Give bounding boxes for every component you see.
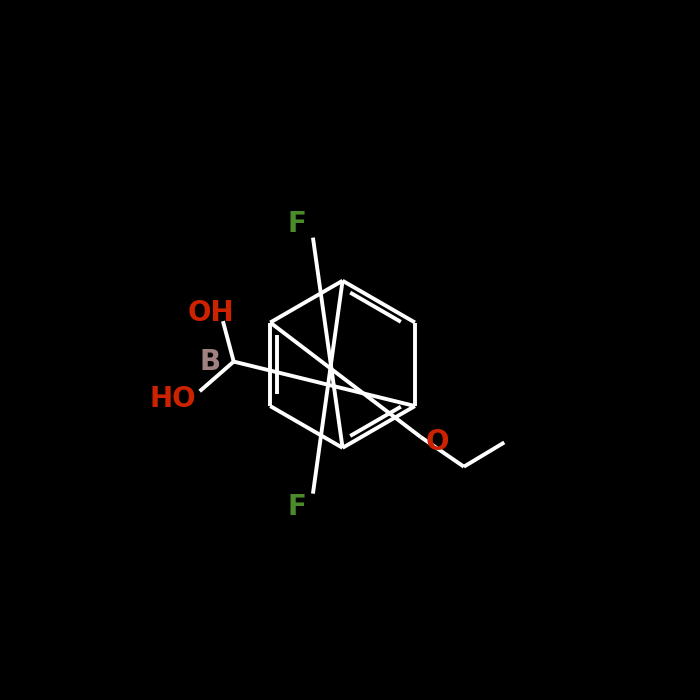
Text: O: O <box>425 428 449 456</box>
Text: F: F <box>287 210 306 238</box>
Text: B: B <box>200 348 221 376</box>
Text: F: F <box>287 493 306 521</box>
Text: OH: OH <box>187 299 234 327</box>
Text: HO: HO <box>150 385 196 413</box>
